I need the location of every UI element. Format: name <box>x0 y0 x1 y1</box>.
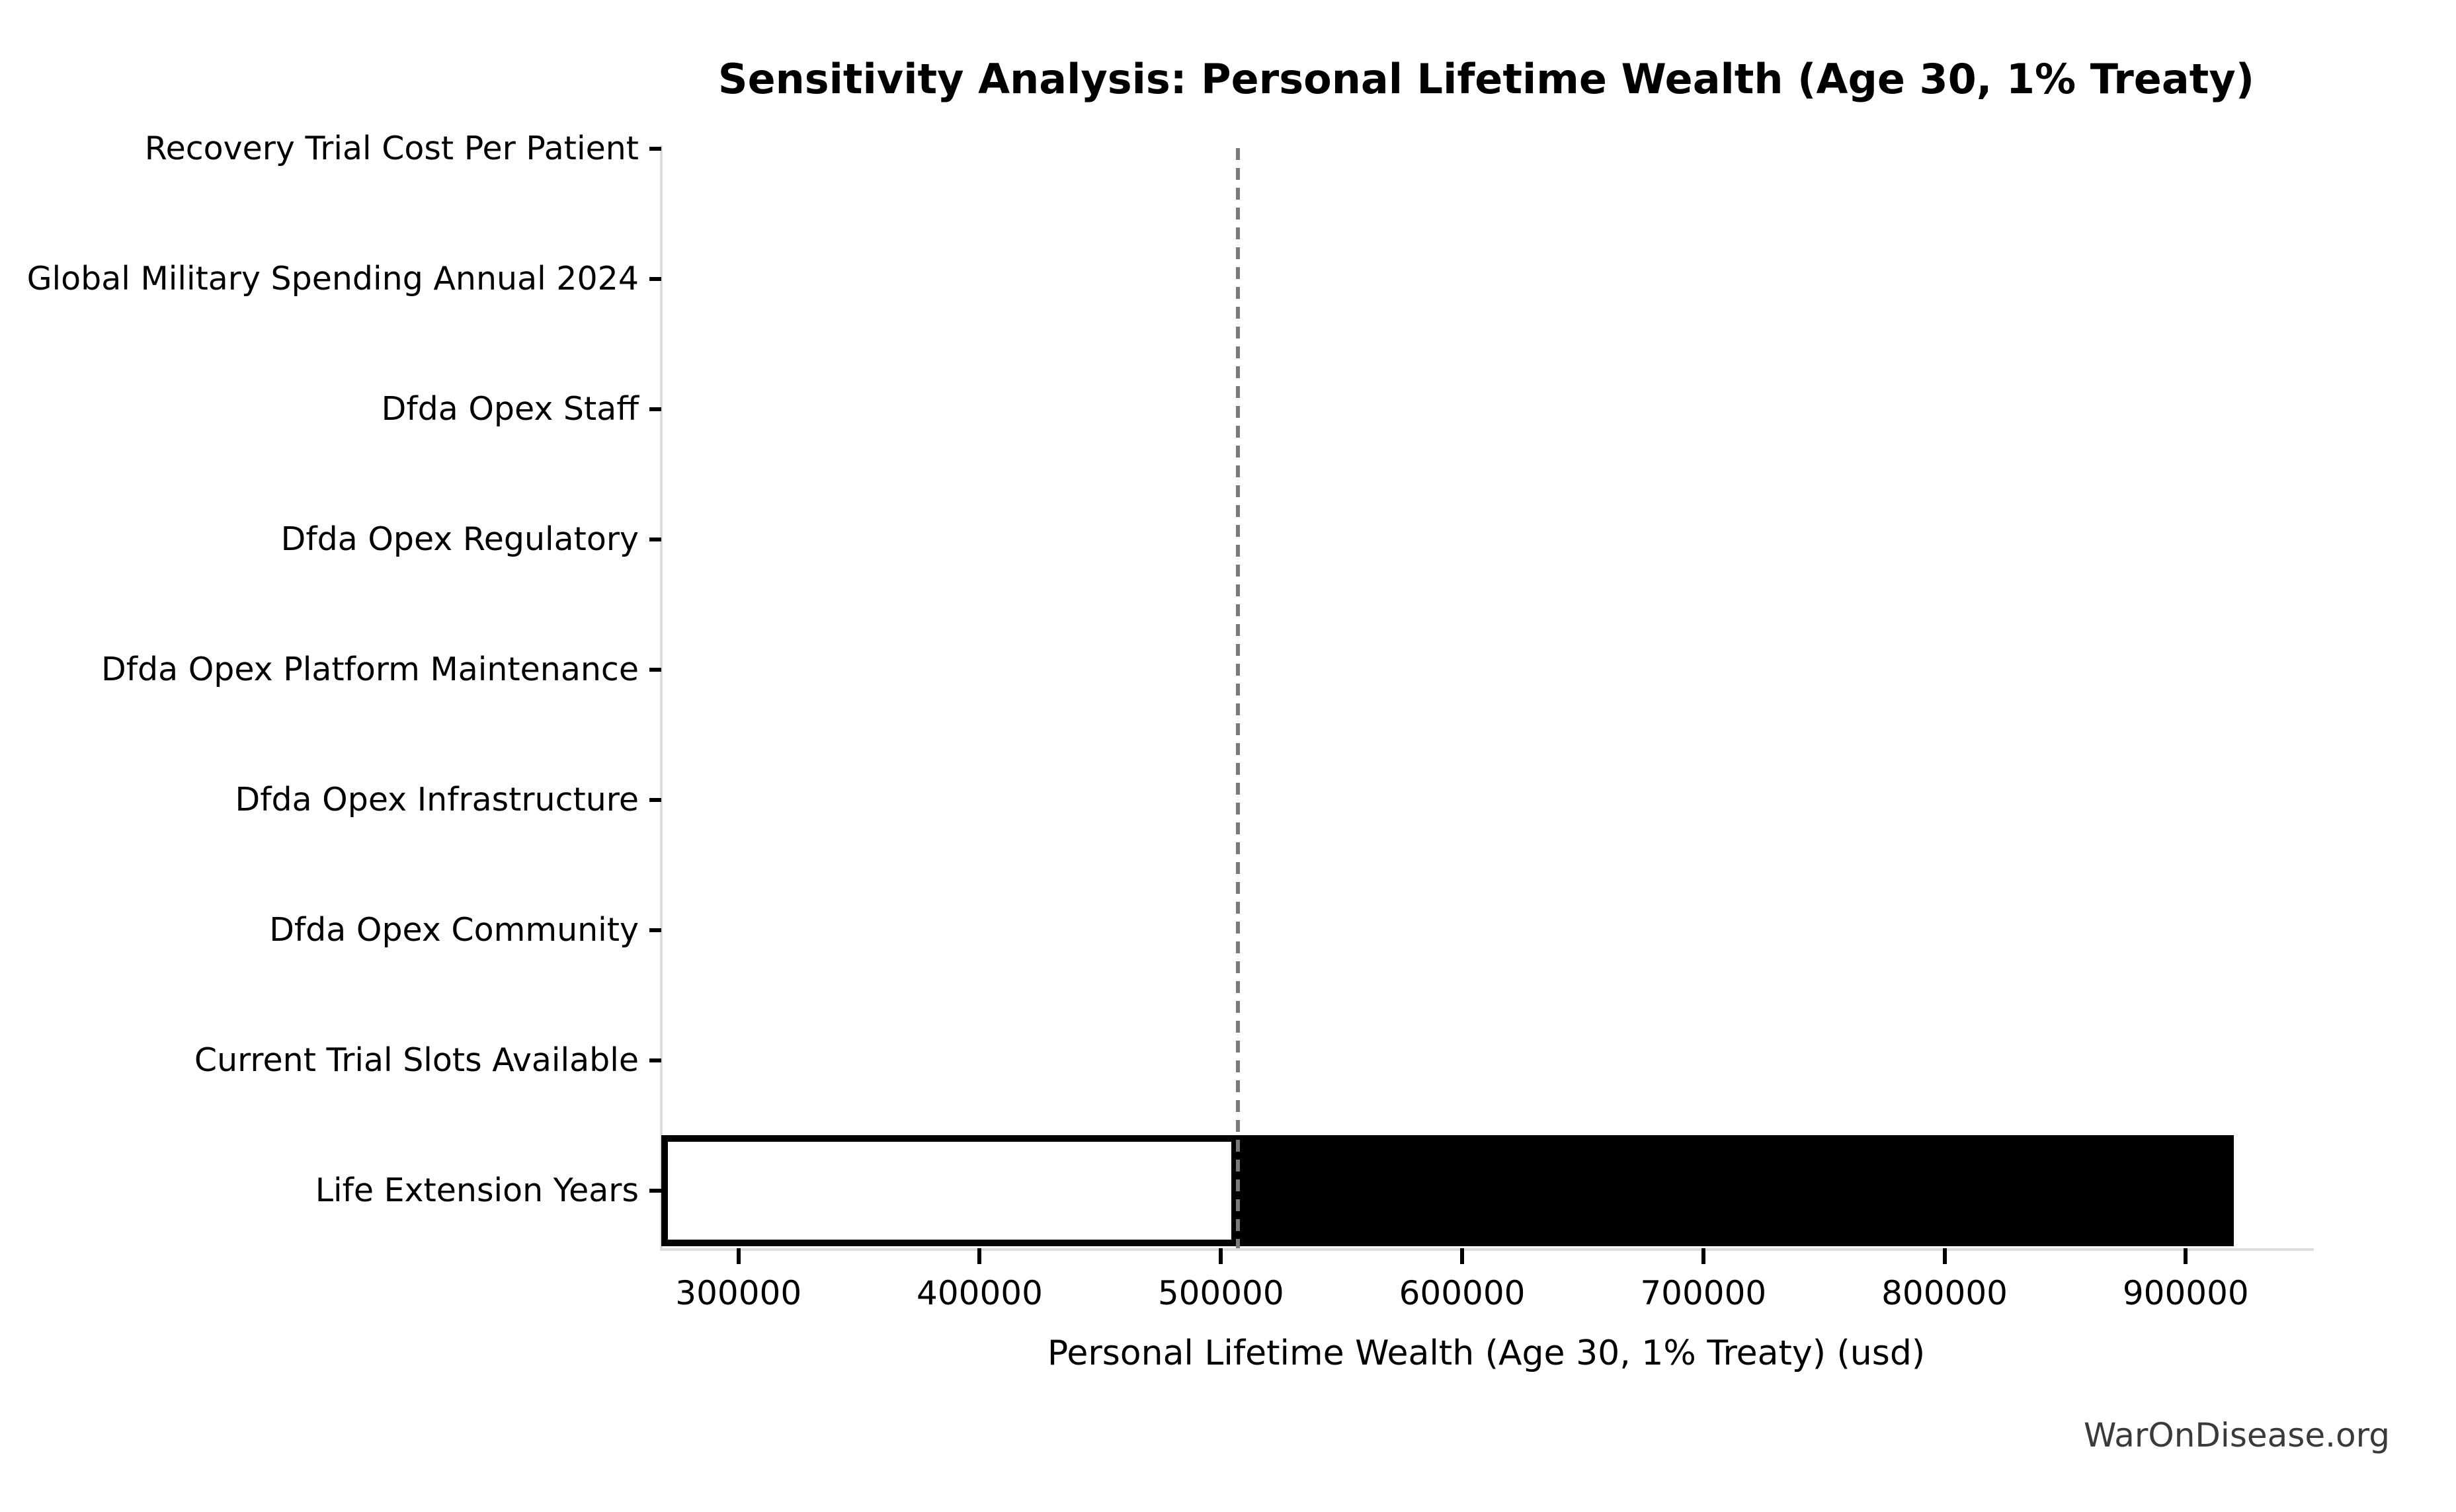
x-tick-mark <box>736 1248 741 1264</box>
x-tick-mark <box>1701 1248 1705 1264</box>
bar-high-segment <box>1237 1135 2234 1246</box>
y-tick-label: Dfda Opex Staff <box>381 390 639 428</box>
x-tick-label: 600000 <box>1399 1274 1526 1312</box>
y-tick-label: Recovery Trial Cost Per Patient <box>144 130 639 167</box>
x-tick-label: 400000 <box>917 1274 1043 1312</box>
x-tick-label: 300000 <box>675 1274 802 1312</box>
x-tick-mark <box>977 1248 982 1264</box>
y-tick-mark <box>649 1058 661 1062</box>
y-tick-label: Dfda Opex Platform Maintenance <box>101 651 639 688</box>
baseline-dashed-line <box>1235 148 1240 1248</box>
y-tick-mark <box>649 147 661 151</box>
x-tick-mark <box>2184 1248 2188 1264</box>
x-tick-label: 700000 <box>1640 1274 1767 1312</box>
y-tick-label: Dfda Opex Regulatory <box>280 520 639 558</box>
x-tick-label: 500000 <box>1157 1274 1284 1312</box>
x-tick-mark <box>1942 1248 1947 1264</box>
x-axis-spine <box>660 1248 2314 1251</box>
y-tick-mark <box>649 1189 661 1193</box>
y-tick-mark <box>649 537 661 541</box>
watermark-text: WarOnDisease.org <box>2083 1416 2390 1454</box>
x-axis-label: Personal Lifetime Wealth (Age 30, 1% Tre… <box>1047 1333 1926 1373</box>
y-tick-label: Current Trial Slots Available <box>194 1041 639 1079</box>
x-tick-mark <box>1219 1248 1223 1264</box>
y-tick-label: Dfda Opex Infrastructure <box>235 781 639 818</box>
chart-title: Sensitivity Analysis: Personal Lifetime … <box>717 55 2255 103</box>
y-tick-label: Life Extension Years <box>315 1172 639 1209</box>
y-tick-mark <box>649 277 661 281</box>
y-tick-mark <box>649 407 661 411</box>
y-tick-mark <box>649 668 661 672</box>
y-axis-spine <box>660 145 663 1251</box>
y-tick-mark <box>649 928 661 932</box>
x-tick-label: 900000 <box>2122 1274 2249 1312</box>
x-tick-mark <box>1460 1248 1465 1264</box>
x-tick-label: 800000 <box>1881 1274 2008 1312</box>
y-tick-label: Dfda Opex Community <box>269 911 639 949</box>
y-tick-label: Global Military Spending Annual 2024 <box>26 260 639 298</box>
y-tick-mark <box>649 798 661 802</box>
bar-low-segment <box>661 1135 1238 1246</box>
